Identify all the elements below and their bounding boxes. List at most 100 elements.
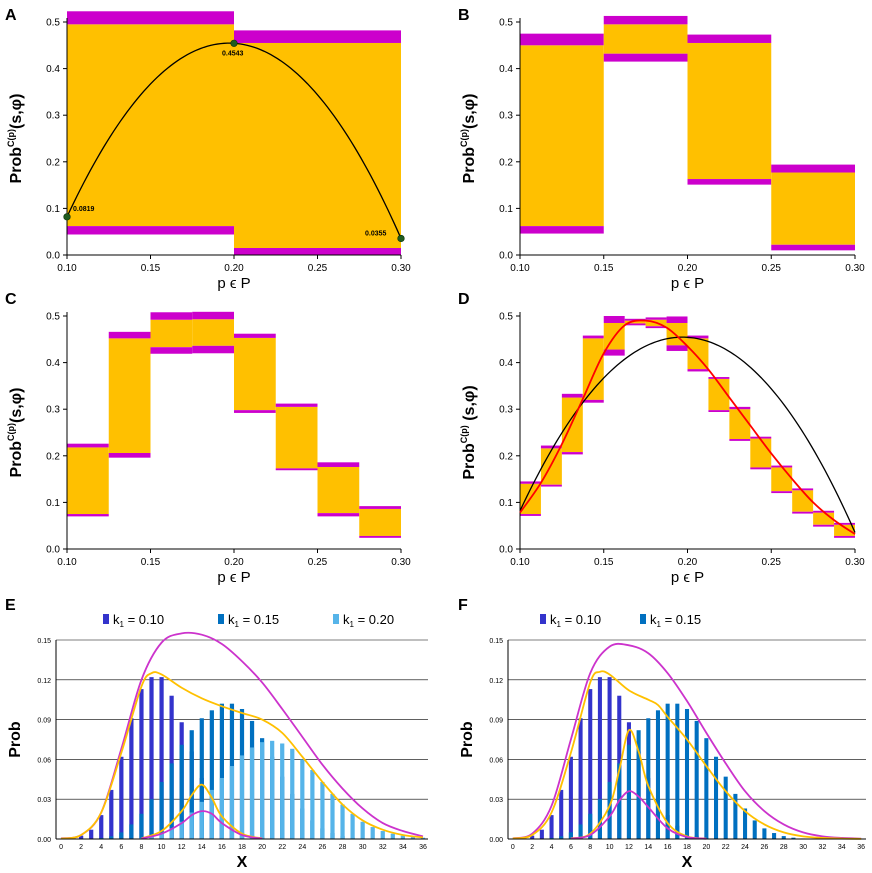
y-tick-label: 0.00 [37, 837, 51, 844]
interval-box [771, 172, 855, 245]
x-tick-label: 0.30 [845, 557, 865, 568]
bar [89, 829, 94, 839]
curve-point [397, 234, 405, 243]
x-axis-label: p ϵ P [671, 569, 704, 586]
lower-band [750, 467, 772, 470]
upper-band [582, 335, 604, 339]
bar [752, 820, 757, 839]
lower-band [603, 349, 625, 356]
bar [762, 828, 767, 839]
bar [169, 763, 174, 839]
upper-band [192, 311, 234, 320]
x-tick-label: 28 [780, 844, 788, 851]
x-tick-label: 0.25 [762, 263, 782, 274]
upper-band [771, 164, 855, 173]
bar [229, 766, 235, 839]
lower-band [561, 452, 583, 455]
upper-band [561, 393, 583, 398]
lower-band [67, 226, 234, 235]
y-tick-label: 0.1 [499, 498, 513, 509]
upper-band [729, 406, 751, 410]
y-tick-label: 0.12 [489, 678, 503, 685]
x-tick-label: 6 [569, 844, 573, 851]
x-tick-label: 34 [838, 844, 846, 851]
x-tick-label: 0.15 [141, 263, 161, 274]
y-tick-label: 0.1 [46, 204, 60, 215]
lower-band [150, 347, 193, 354]
panel-D: 0.0 0.1 0.2 0.3 0.4 0.5 0.10 0.15 0.20 0.25 0.30 p … [458, 291, 865, 586]
x-tick-label: 6 [119, 844, 123, 851]
bar [607, 677, 612, 839]
envelope-curve [60, 631, 424, 840]
bar [189, 730, 194, 839]
quadratic-curve [519, 336, 856, 533]
upper-band [108, 331, 151, 339]
y-tick-label: 0.1 [46, 498, 60, 509]
bar [239, 755, 245, 839]
panel-label: B [458, 7, 470, 24]
x-tick-label: 22 [722, 844, 730, 851]
lower-band [582, 399, 604, 403]
bar [199, 718, 204, 839]
x-tick-label: 32 [379, 844, 387, 851]
y-tick-label: 0.5 [46, 18, 60, 29]
legend-sub: 1 [557, 620, 562, 629]
bar [360, 821, 365, 839]
x-tick-label: 0.30 [391, 557, 411, 568]
panel-E: 0.000.030.060.090.120.150 2 4 6 8 10 12 14 16 18 2… [5, 597, 428, 871]
bar [320, 781, 325, 839]
upper-band [750, 436, 772, 439]
x-axis-label: X [237, 854, 248, 871]
panel-label: C [5, 291, 17, 308]
y-axis-label: Prob [459, 721, 476, 758]
y-tick-label: 0.2 [46, 451, 60, 462]
y-tick-label: 0.15 [37, 638, 51, 645]
legend-label: k1 = 0.10 [113, 612, 164, 629]
interval-box [359, 508, 401, 536]
y-axis-label-sup: C(p) [459, 129, 469, 147]
upper-band [792, 488, 814, 491]
interval-box [67, 447, 109, 515]
envelope-curve [570, 728, 707, 840]
bar [390, 833, 395, 839]
bar [219, 703, 224, 839]
panel-C: 0.0 0.1 0.2 0.3 0.4 0.5 0.10 0.15 0.20 0.25 0.30 p … [5, 291, 411, 586]
envelope-curve [512, 670, 862, 840]
y-axis-label-sup: C(p) [459, 425, 469, 443]
x-tick-label: 4 [99, 844, 103, 851]
lower-band [834, 535, 855, 538]
y-tick-label: 0.5 [499, 18, 513, 29]
y-axis-label-main: Prob [461, 443, 478, 480]
y-axis-label-main: Prob [461, 147, 478, 184]
lower-band [624, 323, 646, 326]
bar [310, 770, 315, 839]
upper-band [687, 34, 772, 43]
x-tick-label: 0 [511, 844, 515, 851]
point-annotation: 0.0819 [73, 206, 95, 213]
x-tick-label: 8 [588, 844, 592, 851]
upper-band [317, 462, 360, 467]
bar [350, 813, 355, 839]
legend-swatch [640, 614, 646, 624]
bar [559, 836, 564, 839]
x-tick-label: 0.20 [224, 263, 244, 274]
lower-band [666, 345, 688, 351]
y-tick-label: 0.4 [46, 64, 60, 75]
legend-prefix: k [228, 612, 235, 627]
bar [159, 677, 164, 839]
x-tick-label: 18 [683, 844, 691, 851]
y-tick-label: 0.15 [489, 638, 503, 645]
x-tick-label: 0.25 [762, 557, 782, 568]
bar [280, 743, 285, 839]
bar [733, 793, 738, 839]
refined-curve [519, 319, 856, 535]
envelope-curve [512, 642, 862, 840]
upper-band [520, 481, 541, 484]
x-tick-label: 36 [419, 844, 427, 851]
y-tick-label: 0.3 [499, 111, 513, 122]
legend-prefix: k [650, 612, 657, 627]
y-tick-label: 0.09 [37, 718, 51, 725]
lower-band [234, 410, 276, 413]
bar [149, 799, 154, 839]
lower-band [729, 439, 751, 441]
